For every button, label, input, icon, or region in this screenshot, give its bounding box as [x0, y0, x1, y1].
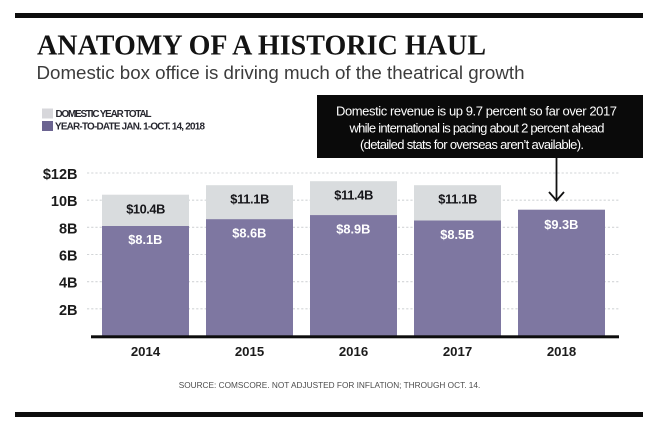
- svg-text:$8.9B: $8.9B: [336, 222, 370, 237]
- svg-text:$11.1B: $11.1B: [438, 192, 477, 207]
- svg-text:2015: 2015: [235, 344, 264, 359]
- svg-text:DOMESTIC YEAR TOTAL: DOMESTIC YEAR TOTAL: [56, 109, 152, 120]
- svg-text:$8.6B: $8.6B: [232, 225, 266, 240]
- svg-text:$8.5B: $8.5B: [440, 227, 474, 242]
- svg-text:SOURCE: COMSCORE. NOT ADJUSTED: SOURCE: COMSCORE. NOT ADJUSTED FOR INFLA…: [179, 380, 481, 390]
- svg-text:10B: 10B: [51, 194, 78, 210]
- svg-text:2014: 2014: [131, 344, 161, 359]
- svg-text:2018: 2018: [547, 344, 576, 359]
- svg-text:while international is pacing: while international is pacing about 2 pe…: [349, 121, 605, 136]
- svg-text:2B: 2B: [59, 303, 78, 319]
- svg-text:$9.3B: $9.3B: [544, 217, 578, 232]
- svg-text:2017: 2017: [443, 344, 472, 359]
- svg-text:Domestic box office is driving: Domestic box office is driving much of t…: [37, 62, 525, 83]
- svg-text:$11.1B: $11.1B: [230, 192, 269, 207]
- svg-text:4B: 4B: [59, 276, 78, 292]
- svg-text:$11.4B: $11.4B: [334, 188, 373, 203]
- svg-text:8B: 8B: [59, 221, 78, 237]
- svg-text:ANATOMY OF A HISTORIC HAUL: ANATOMY OF A HISTORIC HAUL: [37, 31, 486, 62]
- svg-text:Domestic revenue is up 9.7 per: Domestic revenue is up 9.7 percent so fa…: [336, 104, 617, 119]
- svg-text:2016: 2016: [339, 344, 368, 359]
- svg-text:6B: 6B: [59, 249, 78, 265]
- svg-text:$8.1B: $8.1B: [128, 232, 162, 247]
- svg-text:YEAR-TO-DATE JAN. 1-OCT. 14, 2: YEAR-TO-DATE JAN. 1-OCT. 14, 2018: [55, 122, 206, 133]
- svg-text:$10.4B: $10.4B: [126, 201, 165, 216]
- svg-text:$12B: $12B: [43, 167, 78, 183]
- svg-text:(detailed stats for overseas a: (detailed stats for overseas aren’t avai…: [360, 137, 584, 152]
